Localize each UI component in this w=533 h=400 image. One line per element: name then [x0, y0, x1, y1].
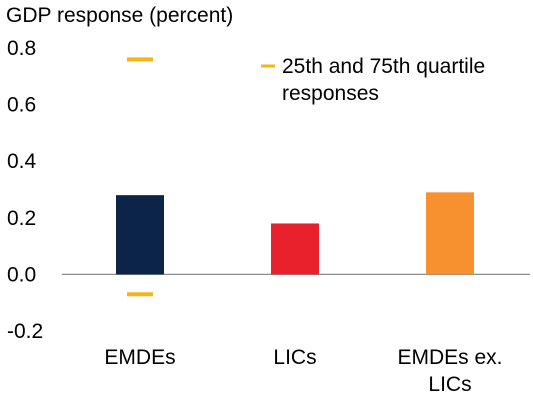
category-label-line: EMDEs ex.: [397, 346, 502, 369]
legend-label: 25th and 75th quartile responses: [282, 55, 485, 105]
category-label-line: LICs: [273, 346, 316, 369]
quartile-markers: [127, 57, 153, 297]
y-tick-label: 0.0: [7, 263, 36, 286]
y-tick-label: 0.4: [7, 150, 37, 173]
bar-emdes: [116, 195, 164, 275]
category-labels: EMDEs LICs EMDEs ex. LICs: [104, 346, 502, 396]
y-tick-label: 0.6: [7, 94, 36, 117]
legend-label-line: responses: [282, 82, 379, 105]
category-label-line: EMDEs: [104, 346, 175, 369]
bar-emdes-ex-lics: [426, 192, 474, 275]
y-tick-label: -0.2: [7, 320, 43, 343]
category-label-line: LICs: [428, 373, 471, 396]
y-tick-label: 0.8: [7, 37, 36, 60]
legend: 25th and 75th quartile responses: [261, 55, 485, 105]
y-axis-title: GDP response (percent): [6, 4, 234, 27]
category-label: EMDEs: [104, 346, 175, 369]
bars: [116, 192, 474, 275]
category-label: EMDEs ex. LICs: [397, 346, 502, 396]
y-tick-label: 0.2: [7, 207, 36, 230]
category-label: LICs: [273, 346, 316, 369]
bar-lics: [271, 223, 319, 275]
legend-label-line: 25th and 75th quartile: [282, 55, 485, 78]
y-tick-labels: 0.8 0.6 0.4 0.2 0.0 -0.2: [7, 37, 43, 343]
